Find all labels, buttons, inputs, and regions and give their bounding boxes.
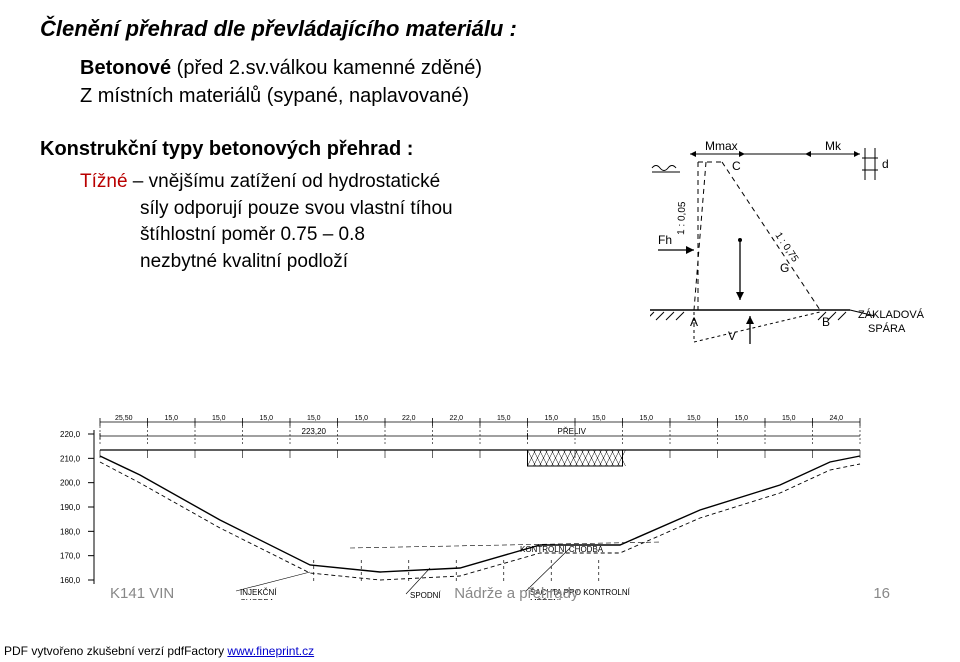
pdf-factory-note: PDF vytvořeno zkušební verzí pdfFactory … [4, 644, 314, 658]
slope-left-label: 1 : 0,05 [676, 201, 688, 235]
label-g: G [780, 261, 789, 275]
dam-cross-section-diagram: Mmax Mk d C Fh 1 : 0,05 1 : 0,75 G A B V [650, 140, 930, 360]
svg-text:15,0: 15,0 [687, 415, 701, 422]
svg-text:22,0: 22,0 [449, 415, 463, 422]
sub1-bold: Betonové [80, 57, 171, 79]
label-v: V [728, 329, 736, 343]
svg-text:223,20: 223,20 [302, 427, 327, 436]
svg-text:PŘELIV: PŘELIV [558, 427, 587, 436]
base-label-a: ZÁKLADOVÁ [858, 308, 925, 321]
svg-text:210,0: 210,0 [60, 454, 81, 463]
svg-text:15,0: 15,0 [164, 415, 178, 422]
footer-page-number: 16 [873, 585, 890, 602]
item-red: Tížné [80, 171, 128, 192]
subline-2: Z místních materiálů (sypané, naplavovan… [80, 82, 920, 110]
svg-text:15,0: 15,0 [497, 415, 511, 422]
item-rest: – vnějšímu zatížení od hydrostatické [128, 171, 441, 192]
footer-mid: Nádrže a přehrady [454, 585, 578, 602]
base-label-b: SPÁRA [868, 322, 906, 335]
footer-left: K141 VIN [110, 585, 174, 602]
svg-text:15,0: 15,0 [354, 415, 368, 422]
svg-text:15,0: 15,0 [734, 415, 748, 422]
svg-text:15,0: 15,0 [212, 415, 226, 422]
page-footer: K141 VIN Nádrže a přehrady 16 [110, 585, 930, 602]
label-d: d [882, 157, 889, 171]
svg-text:15,0: 15,0 [782, 415, 796, 422]
label-b: B [822, 315, 830, 329]
label-mmax: Mmax [705, 140, 738, 153]
pdfnote-text: PDF vytvořeno zkušební verzí pdfFactory [4, 644, 227, 658]
svg-text:180,0: 180,0 [60, 527, 81, 536]
dam-longitudinal-diagram: 220,0 210,0 200,0 190,0 180,0 170,0 160,0 25,50… [30, 410, 930, 600]
label-mk: Mk [825, 140, 842, 153]
svg-text:220,0: 220,0 [60, 430, 81, 439]
svg-text:15,0: 15,0 [639, 415, 653, 422]
svg-text:24,0: 24,0 [829, 415, 843, 422]
label-fh: Fh [658, 233, 672, 247]
svg-text:170,0: 170,0 [60, 552, 81, 561]
svg-text:15,0: 15,0 [307, 415, 321, 422]
slope-right-label: 1 : 0,75 [773, 231, 801, 265]
page-title: Členění přehrad dle převládajícího mater… [40, 16, 920, 42]
svg-text:15,0: 15,0 [544, 415, 558, 422]
svg-text:25,50: 25,50 [115, 415, 133, 422]
svg-text:22,0: 22,0 [402, 415, 416, 422]
label-c: C [732, 159, 741, 173]
svg-text:200,0: 200,0 [60, 479, 81, 488]
svg-text:160,0: 160,0 [60, 576, 81, 585]
pdfnote-link[interactable]: www.fineprint.cz [227, 644, 314, 658]
svg-text:190,0: 190,0 [60, 503, 81, 512]
subline-1: Betonové (před 2.sv.válkou kamenné zděné… [80, 54, 920, 82]
sub1-rest: (před 2.sv.válkou kamenné zděné) [171, 57, 482, 79]
svg-text:15,0: 15,0 [592, 415, 606, 422]
svg-text:15,0: 15,0 [259, 415, 273, 422]
svg-text:KONTROLNÍ CHODBA: KONTROLNÍ CHODBA [520, 545, 604, 554]
